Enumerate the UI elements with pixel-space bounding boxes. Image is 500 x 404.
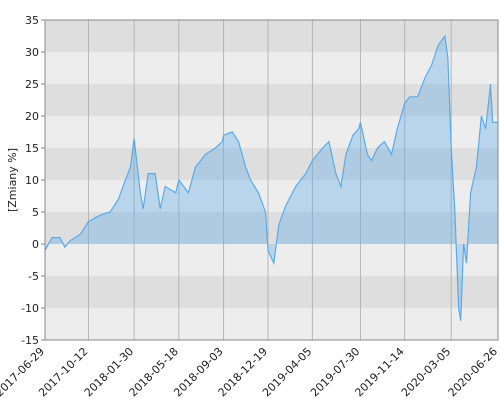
y-tick-label: 30 [25, 46, 39, 59]
grid-band [45, 212, 498, 244]
grid-band [45, 244, 498, 276]
grid-band [45, 276, 498, 308]
y-tick-label: 35 [25, 14, 39, 27]
y-tick-label: 0 [32, 238, 39, 251]
y-tick-label: 25 [25, 78, 39, 91]
plot-frame [44, 19, 499, 341]
grid-band [45, 84, 498, 116]
x-tick-label: 2020-06-26 [446, 345, 500, 399]
line [44, 34, 498, 321]
y-tick-label: -5 [28, 270, 39, 283]
y-tick-label: -15 [21, 334, 39, 347]
grid-band [45, 52, 498, 84]
y-tick-label: 10 [25, 174, 39, 187]
grid-band [45, 180, 498, 212]
y-tick-label: -10 [21, 302, 39, 315]
grid-band [45, 20, 498, 52]
y-tick-label: 20 [25, 110, 39, 123]
area [45, 36, 498, 321]
grid-band [45, 116, 498, 148]
y-tick-label: 5 [32, 206, 39, 219]
y-axis-label: [Zmiany %] [6, 148, 19, 212]
grid-band [45, 148, 498, 180]
x-tick-label: 2020-03-05 [399, 345, 453, 399]
y-tick-label: 15 [25, 142, 39, 155]
grid-band [45, 308, 498, 340]
